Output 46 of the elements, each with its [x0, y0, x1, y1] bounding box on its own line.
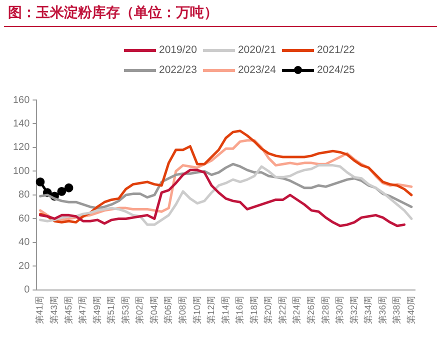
y-tick-label: 160 — [12, 94, 30, 106]
y-tick-label: 0 — [24, 284, 30, 296]
point — [36, 177, 45, 186]
point — [64, 183, 74, 192]
x-tick-label: 第26周 — [306, 296, 316, 324]
point — [57, 186, 66, 196]
x-tick-label: 第28周 — [320, 296, 330, 324]
x-tick-label: 第04周 — [148, 296, 159, 324]
y-tick-label: 140 — [12, 118, 30, 130]
x-tick-label: 第51周 — [106, 296, 116, 324]
chart-title: 图：玉米淀粉库存（单位：万吨） — [8, 4, 218, 23]
x-tick-label: 第40周 — [406, 296, 416, 324]
x-tick-label: 第02周 — [134, 296, 145, 324]
legend-label: 2022/23 — [159, 64, 197, 76]
x-tick-label: 第38周 — [392, 296, 402, 324]
x-tick-label: 第32周 — [348, 296, 359, 324]
y-tick-label: 40 — [18, 237, 30, 248]
y-tick-label: 100 — [12, 166, 30, 177]
x-tick-label: 第45周 — [63, 296, 74, 324]
y-tick-label: 120 — [12, 142, 30, 154]
legend-label: 2020/21 — [238, 44, 276, 56]
x-tick-label: 第16周 — [234, 296, 245, 324]
x-tick-label: 第36周 — [377, 296, 388, 324]
x-tick-label: 第53周 — [120, 296, 130, 324]
x-tick-label: 第43周 — [49, 296, 60, 324]
legend-label: 2021/22 — [316, 44, 355, 56]
legend-label: 2019/20 — [159, 44, 197, 56]
y-tick-label: 60 — [18, 213, 30, 224]
x-tick-label: 第12周 — [206, 296, 216, 324]
y-tick-label: 80 — [18, 190, 30, 201]
legend-label: 2024/25 — [316, 64, 355, 76]
x-tick-label: 第47周 — [78, 296, 88, 324]
x-tick-label: 第34周 — [363, 296, 374, 324]
y-tick-label: 20 — [18, 260, 30, 272]
x-tick-label: 第20周 — [263, 296, 274, 324]
x-tick-label: 第10周 — [192, 296, 202, 324]
x-tick-label: 第30周 — [334, 296, 345, 324]
x-tick-label: 第08周 — [178, 296, 188, 324]
x-tick-label: 第22周 — [277, 296, 288, 324]
x-tick-label: 第18周 — [248, 296, 259, 324]
x-tick-label: 第41周 — [34, 296, 45, 324]
x-tick-label: 第06周 — [163, 296, 174, 324]
x-tick-label: 第49周 — [92, 296, 102, 324]
x-tick-label: 第24周 — [292, 296, 302, 324]
x-tick-label: 第14周 — [220, 296, 230, 324]
legend-label: 2023/24 — [238, 64, 276, 76]
